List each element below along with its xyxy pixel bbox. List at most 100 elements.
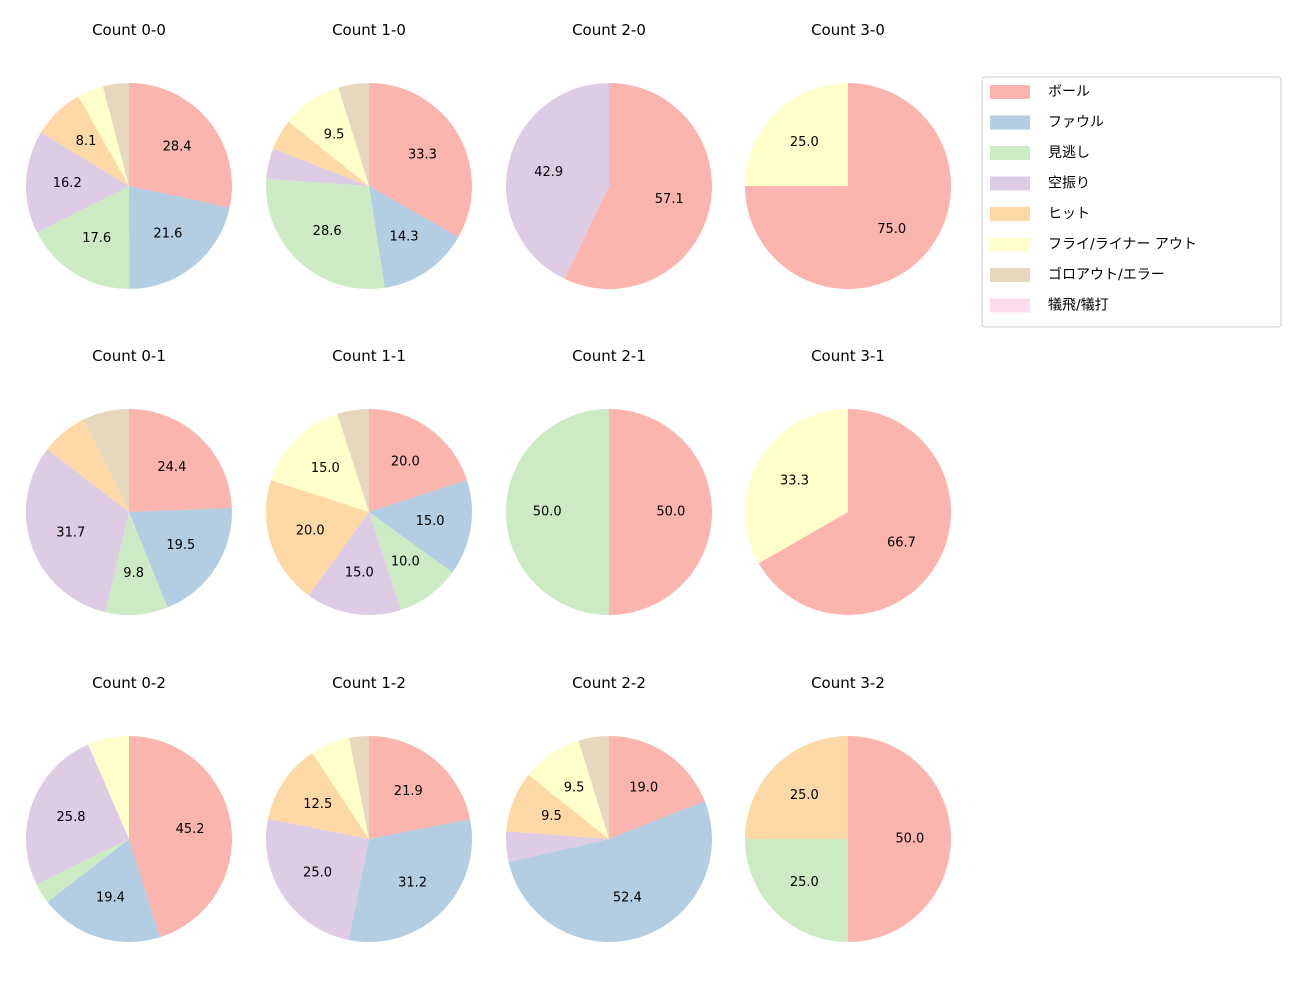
- wedge-label: 10.0: [391, 554, 420, 569]
- pie-title: Count 0-0: [92, 21, 166, 39]
- wedge-ゴロアウト/エラー: [83, 409, 129, 512]
- wedge-label: 19.0: [629, 780, 658, 795]
- wedge-label: 25.0: [790, 788, 819, 803]
- legend-swatch: [990, 115, 1030, 130]
- wedge-label: 28.6: [313, 224, 342, 239]
- wedge-ボール: [609, 736, 705, 839]
- pie-count-3-2: Count 3-2 50.0 25.0 25.0: [745, 674, 951, 942]
- wedge-見逃し: [36, 839, 129, 902]
- wedge-見逃し: [37, 186, 130, 289]
- wedge-ボール: [848, 736, 951, 942]
- wedge-label: 45.2: [176, 822, 205, 837]
- wedge-ファウル: [348, 819, 472, 942]
- pie-title: Count 2-0: [572, 21, 646, 39]
- wedge-ファウル: [508, 801, 712, 943]
- wedge-label: 14.3: [390, 229, 419, 244]
- wedge-label: 57.1: [655, 192, 684, 207]
- pie-count-1-0: Count 1-0 33.3 14.3 28.6 9.5: [265, 21, 472, 290]
- wedge-label: 20.0: [296, 524, 325, 539]
- pie-title: Count 3-1: [811, 347, 885, 365]
- wedge-label: 28.4: [163, 140, 192, 155]
- wedge-label: 12.5: [303, 797, 332, 812]
- wedge-ボール: [609, 409, 712, 615]
- pie-count-2-2: Count 2-2 19.0 52.4 9.59.5: [506, 674, 712, 943]
- pie-title: Count 1-2: [332, 674, 406, 692]
- wedge-見逃し: [369, 512, 453, 610]
- wedge-label: 9.8: [123, 566, 144, 581]
- wedge-ボール: [129, 83, 232, 208]
- wedge-ゴロアウト/エラー: [349, 736, 369, 839]
- wedge-ゴロアウト/エラー: [102, 83, 129, 186]
- wedge-ボール: [369, 736, 471, 839]
- wedge-label: 17.6: [82, 231, 111, 246]
- wedge-ボール: [758, 409, 951, 615]
- wedge-label: 25.0: [303, 866, 332, 881]
- legend-label: 空振り: [1048, 176, 1090, 192]
- wedge-ボール: [369, 83, 472, 238]
- pie-count-0-0: Count 0-0 28.4 21.6 17.6 16.2 8.1: [26, 21, 232, 289]
- pie-count-0-2: Count 0-2 45.2 19.4 25.8: [25, 674, 233, 942]
- wedge-空振り: [506, 83, 609, 279]
- pie-count-3-0: Count 3-0 75.0 25.0: [745, 21, 951, 289]
- wedge-見逃し: [745, 839, 848, 942]
- wedge-フライ/ライナー アウト: [271, 414, 369, 512]
- legend-label: ファウル: [1048, 115, 1104, 131]
- wedge-ボール: [369, 409, 467, 512]
- legend-swatch: [990, 268, 1030, 282]
- wedge-ヒット: [41, 96, 129, 186]
- wedge-ゴロアウト/エラー: [578, 736, 609, 839]
- wedge-ファウル: [129, 186, 230, 289]
- wedge-label: 42.9: [534, 165, 563, 180]
- pie-count-1-1: Count 1-1 20.0 15.0 10.0 15.0 20.0 15.0: [266, 347, 472, 615]
- pie-title: Count 3-2: [811, 674, 885, 692]
- wedge-見逃し: [105, 512, 168, 615]
- pie-count-1-2: Count 1-2 21.9 31.2 25.0 12.5: [266, 674, 472, 942]
- wedge-label: 25.0: [790, 875, 819, 890]
- wedge-label: 50.0: [895, 832, 924, 847]
- legend-swatch: [990, 298, 1030, 313]
- pie-title: Count 0-2: [92, 674, 166, 692]
- wedge-ヒット: [266, 480, 369, 596]
- pie-count-0-1: Count 0-1 24.4 19.5 9.8 31.7: [26, 347, 232, 615]
- legend-label: 犠飛/犠打: [1048, 297, 1109, 314]
- legend-swatch: [990, 146, 1030, 160]
- wedge-フライ/ライナー アウト: [78, 86, 129, 186]
- wedge-label: 21.9: [394, 784, 423, 799]
- wedge-ゴロアウト/エラー: [337, 409, 369, 512]
- wedge-ファウル: [369, 186, 459, 288]
- wedge-見逃し: [506, 409, 609, 615]
- legend-label: フライ/ライナー アウト: [1048, 237, 1197, 253]
- wedge-label: 9.5: [564, 780, 585, 795]
- wedge-空振り: [266, 148, 369, 186]
- legend-label: 見逃し: [1048, 145, 1090, 161]
- wedge-ゴロアウト/エラー: [338, 83, 369, 186]
- wedge-label: 20.0: [391, 455, 420, 470]
- wedge-label: 50.0: [656, 505, 685, 520]
- wedge-label: 31.2: [398, 875, 427, 890]
- wedge-label: 33.3: [408, 147, 437, 162]
- pie-title: Count 2-2: [572, 674, 646, 692]
- pie-count-3-1: Count 3-1 66.7 33.3: [744, 347, 951, 615]
- wedge-空振り: [506, 831, 609, 863]
- wedge-label: 24.4: [157, 460, 186, 475]
- wedge-label: 19.5: [166, 538, 195, 553]
- legend-swatch: [990, 237, 1030, 252]
- wedge-フライ/ライナー アウト: [88, 736, 129, 839]
- pie-title: Count 0-1: [92, 347, 166, 365]
- wedge-空振り: [266, 818, 369, 940]
- wedge-フライ/ライナー アウト: [312, 737, 369, 839]
- pie-count-2-1: Count 2-1 50.0 50.0: [506, 347, 712, 615]
- wedge-label: 31.7: [56, 525, 85, 540]
- wedge-label: 50.0: [533, 505, 562, 520]
- wedge-フライ/ライナー アウト: [288, 87, 369, 186]
- wedge-label: 66.7: [887, 535, 916, 550]
- wedge-label: 9.5: [324, 127, 345, 142]
- wedge-空振り: [26, 449, 129, 613]
- wedge-label: 8.1: [76, 134, 97, 149]
- wedge-空振り: [308, 512, 401, 615]
- wedge-見逃し: [265, 178, 385, 290]
- pie-title: Count 1-1: [332, 347, 406, 365]
- wedge-ヒット: [268, 753, 369, 839]
